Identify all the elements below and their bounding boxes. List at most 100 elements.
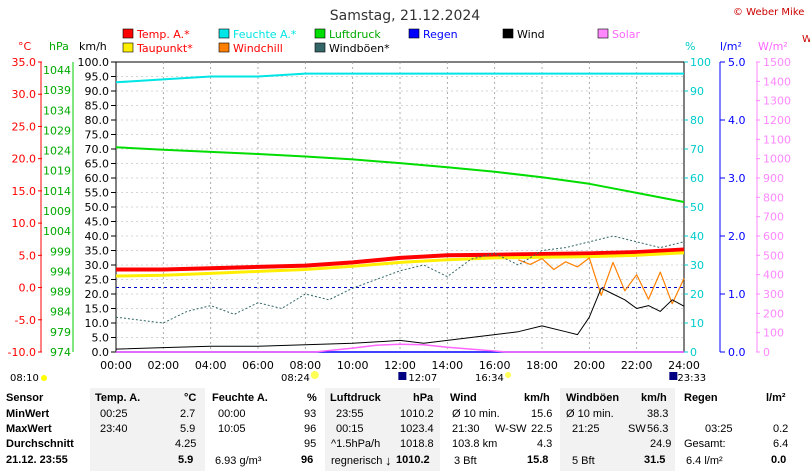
- series-line: [115, 287, 685, 350]
- current-gust: 31.5: [644, 454, 666, 466]
- speed-tick: 95.0: [85, 71, 110, 84]
- dusk-marker: [669, 372, 678, 380]
- min-gust-desc: Ø 10 min.: [566, 408, 614, 420]
- header-rain: Regen: [684, 392, 718, 404]
- speed-tick: 55.0: [85, 187, 110, 200]
- max-rain-time: 03:25: [705, 423, 733, 435]
- time-tick: 00:00: [100, 359, 132, 372]
- speed-tick: 30.0: [85, 259, 110, 272]
- solar-tick: 1400: [763, 75, 791, 88]
- pressure-tick: 1009: [43, 205, 71, 218]
- time-tick: 06:00: [242, 359, 274, 372]
- abs-humidity: 6.93 g/m³: [215, 455, 262, 467]
- rain-total-label: Gesamt:: [684, 438, 726, 450]
- humidity-tick: 20: [690, 288, 704, 301]
- noon-marker: [398, 372, 407, 380]
- min-press: 1010.2: [400, 408, 434, 420]
- solar-tick: 1000: [763, 153, 791, 166]
- current-label: 21.12. 23:55: [6, 454, 68, 466]
- legend-label: Windböen*: [329, 42, 390, 55]
- min-gust: 38.3: [647, 408, 669, 420]
- chart-title: Samstag, 21.12.2024: [330, 8, 481, 24]
- max-press-time: 00:15: [336, 423, 364, 435]
- rain-tick: 2.0: [728, 230, 746, 243]
- corner-mark: W: [802, 34, 810, 45]
- temp-tick: -10.0: [8, 346, 36, 359]
- speed-tick: 100.0: [78, 56, 110, 69]
- solar-tick: 0: [763, 346, 770, 359]
- min-wind-desc: Ø 10 min.: [452, 408, 500, 420]
- rain-tick: 0.0: [728, 346, 746, 359]
- pressure-tick: 979: [50, 326, 71, 339]
- header-temp: Temp. A.: [95, 392, 141, 404]
- temp-tick: -5.0: [15, 314, 36, 327]
- summary-table: Sensor Temp. A. °C Feuchte A. % Luftdruc…: [0, 388, 810, 471]
- speed-tick: 0.0: [92, 346, 110, 359]
- header-wind: Wind: [450, 392, 477, 404]
- sunset-marker: [505, 372, 512, 378]
- speed-tick: 5.0: [92, 332, 110, 345]
- sunrise-marker: [310, 371, 319, 379]
- pressure-tick: 989: [50, 286, 71, 299]
- solar-tick: 100: [763, 327, 784, 340]
- current-wind: 15.8: [527, 454, 549, 466]
- legend-swatch: [314, 28, 326, 39]
- humidity-tick: 100: [690, 56, 711, 69]
- max-temp-time: 23:40: [100, 423, 128, 435]
- header-gust: Windböen: [566, 392, 620, 404]
- avg-wind: 4.3: [537, 438, 553, 450]
- header-temp-unit: °C: [184, 392, 197, 404]
- trend-down-icon: ↓: [385, 453, 392, 468]
- avg-temp: 4.25: [175, 438, 197, 450]
- max-wind-dir: W-SW: [495, 423, 527, 435]
- solar-tick: 500: [763, 249, 784, 262]
- max-hum: 96: [304, 423, 317, 435]
- humidity-tick: 60: [690, 172, 704, 185]
- series-line: [116, 343, 684, 353]
- series-line: [115, 72, 684, 84]
- min-hum-time: 00:00: [218, 408, 246, 420]
- solar-tick: 700: [763, 211, 784, 224]
- speed-tick: 45.0: [85, 216, 110, 229]
- time-tick: 18:00: [526, 359, 558, 372]
- legend-swatch: [314, 42, 326, 53]
- time-tick: 12:00: [384, 359, 416, 372]
- pressure-tick: 999: [50, 245, 71, 258]
- current-rain: 0.0: [771, 454, 787, 466]
- temp-tick: 35.0: [12, 56, 37, 69]
- legend-swatch: [218, 28, 230, 39]
- pressure-unit: hPa: [49, 40, 69, 53]
- header-rain-unit: l/m²: [766, 392, 786, 404]
- speed-tick: 65.0: [85, 158, 110, 171]
- rain-tick: 4.0: [728, 114, 746, 127]
- pressure-tick: 1004: [43, 225, 71, 238]
- dusk-time: 23:33: [677, 373, 706, 384]
- header-humidity-unit: %: [307, 392, 317, 404]
- current-hum: 96: [301, 454, 314, 466]
- pressure-tick: 1014: [43, 185, 71, 198]
- legend-label: Taupunkt*: [136, 42, 193, 55]
- speed-tick: 50.0: [85, 201, 110, 214]
- wind-beaufort: 3 Bft: [454, 455, 477, 467]
- pressure-tick: 984: [50, 306, 71, 319]
- row-min-label: MinWert: [6, 408, 50, 420]
- temp-unit: °C: [18, 40, 32, 53]
- avg-hum: 95: [304, 438, 317, 450]
- dawn-time: 08:10: [10, 373, 39, 384]
- row-avg-label: Durchschnitt: [6, 438, 74, 450]
- time-tick: 22:00: [621, 359, 653, 372]
- header-gust-unit: km/h: [641, 392, 667, 404]
- speed-tick: 85.0: [85, 100, 110, 113]
- legend-swatch: [597, 28, 609, 39]
- speed-tick: 40.0: [85, 230, 110, 243]
- solar-tick: 800: [763, 191, 784, 204]
- rain-total: 6.4: [773, 438, 789, 450]
- legend-swatch: [122, 42, 134, 53]
- header-pressure-unit: hPa: [413, 392, 434, 404]
- humidity-tick: 70: [690, 143, 704, 156]
- dawn-marker: [41, 375, 47, 381]
- speed-tick: 35.0: [85, 245, 110, 258]
- pressure-tick: 994: [50, 265, 71, 278]
- legend-swatch: [218, 42, 230, 53]
- speed-tick: 10.0: [85, 317, 110, 330]
